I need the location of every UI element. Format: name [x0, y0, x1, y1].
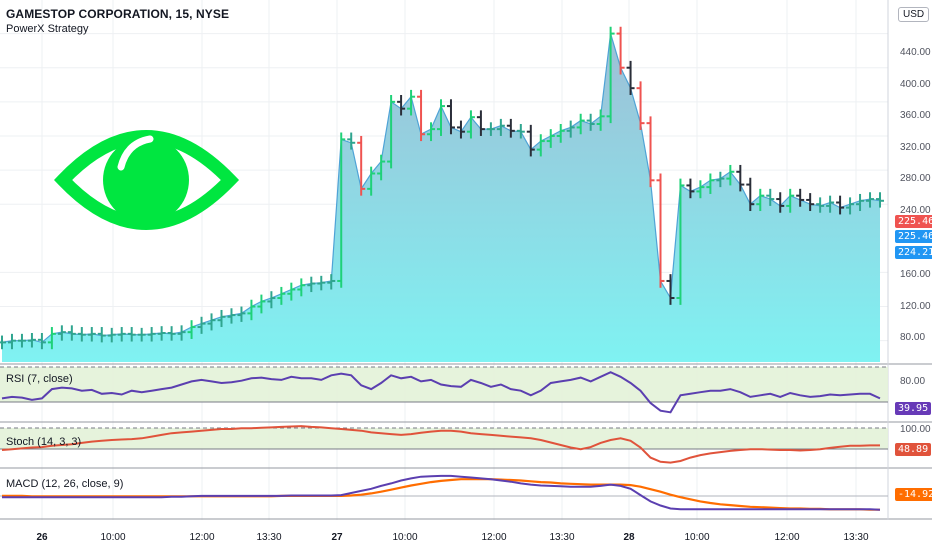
strategy-label: PowerX Strategy [6, 23, 89, 35]
time-tick: 12:00 [189, 532, 215, 543]
macd-signal-line [2, 478, 880, 511]
price-tick: 240.00 [900, 205, 931, 216]
price-tick: 360.00 [900, 110, 931, 121]
time-tick: 13:30 [549, 532, 575, 543]
chart-title: GAMESTOP CORPORATION, 15, NYSE [6, 7, 230, 21]
price-tick: 120.00 [900, 301, 931, 312]
stoch-label: Stoch (14, 3, 3) [6, 436, 82, 448]
time-tick: 12:00 [481, 532, 507, 543]
price-area [2, 33, 880, 362]
time-tick: 27 [331, 532, 343, 543]
time-tick: 13:30 [843, 532, 869, 543]
macd-label: MACD (12, 26, close, 9) [6, 478, 124, 490]
time-tick: 12:00 [774, 532, 800, 543]
ask-price-tag: 224.21 [895, 246, 932, 259]
eye-iris [103, 137, 189, 223]
time-tick: 28 [623, 532, 635, 543]
time-tick: 10:00 [392, 532, 418, 543]
time-tick: 26 [36, 532, 48, 543]
stoch-band [0, 428, 888, 449]
bid-price-tag: 225.46 [895, 230, 932, 243]
macd-value-tag: -14.92 [895, 488, 932, 501]
eye-highlight [117, 135, 154, 171]
currency-button[interactable]: USD [898, 7, 930, 22]
stoch-tick: 100.00 [900, 424, 931, 435]
price-tick: 160.00 [900, 269, 931, 280]
price-tick: 80.00 [900, 332, 926, 343]
time-tick: 10:00 [684, 532, 710, 543]
stoch-line [1, 425, 880, 464]
time-tick: 10:00 [100, 532, 126, 543]
rsi-tick: 80.00 [900, 376, 926, 387]
rsi-line [1, 371, 881, 414]
macd-line [2, 474, 881, 511]
time-tick: 13:30 [256, 532, 282, 543]
rsi-label: RSI (7, close) [6, 373, 73, 385]
last-price-tag: 225.46 [895, 215, 932, 228]
price-tick: 440.00 [900, 47, 931, 58]
price-tick: 320.00 [900, 142, 931, 153]
price-tick: 400.00 [900, 79, 931, 90]
price-tick: 280.00 [900, 173, 931, 184]
stoch-value-tag: 48.89 [895, 443, 932, 456]
rsi-value-tag: 39.95 [895, 402, 932, 415]
